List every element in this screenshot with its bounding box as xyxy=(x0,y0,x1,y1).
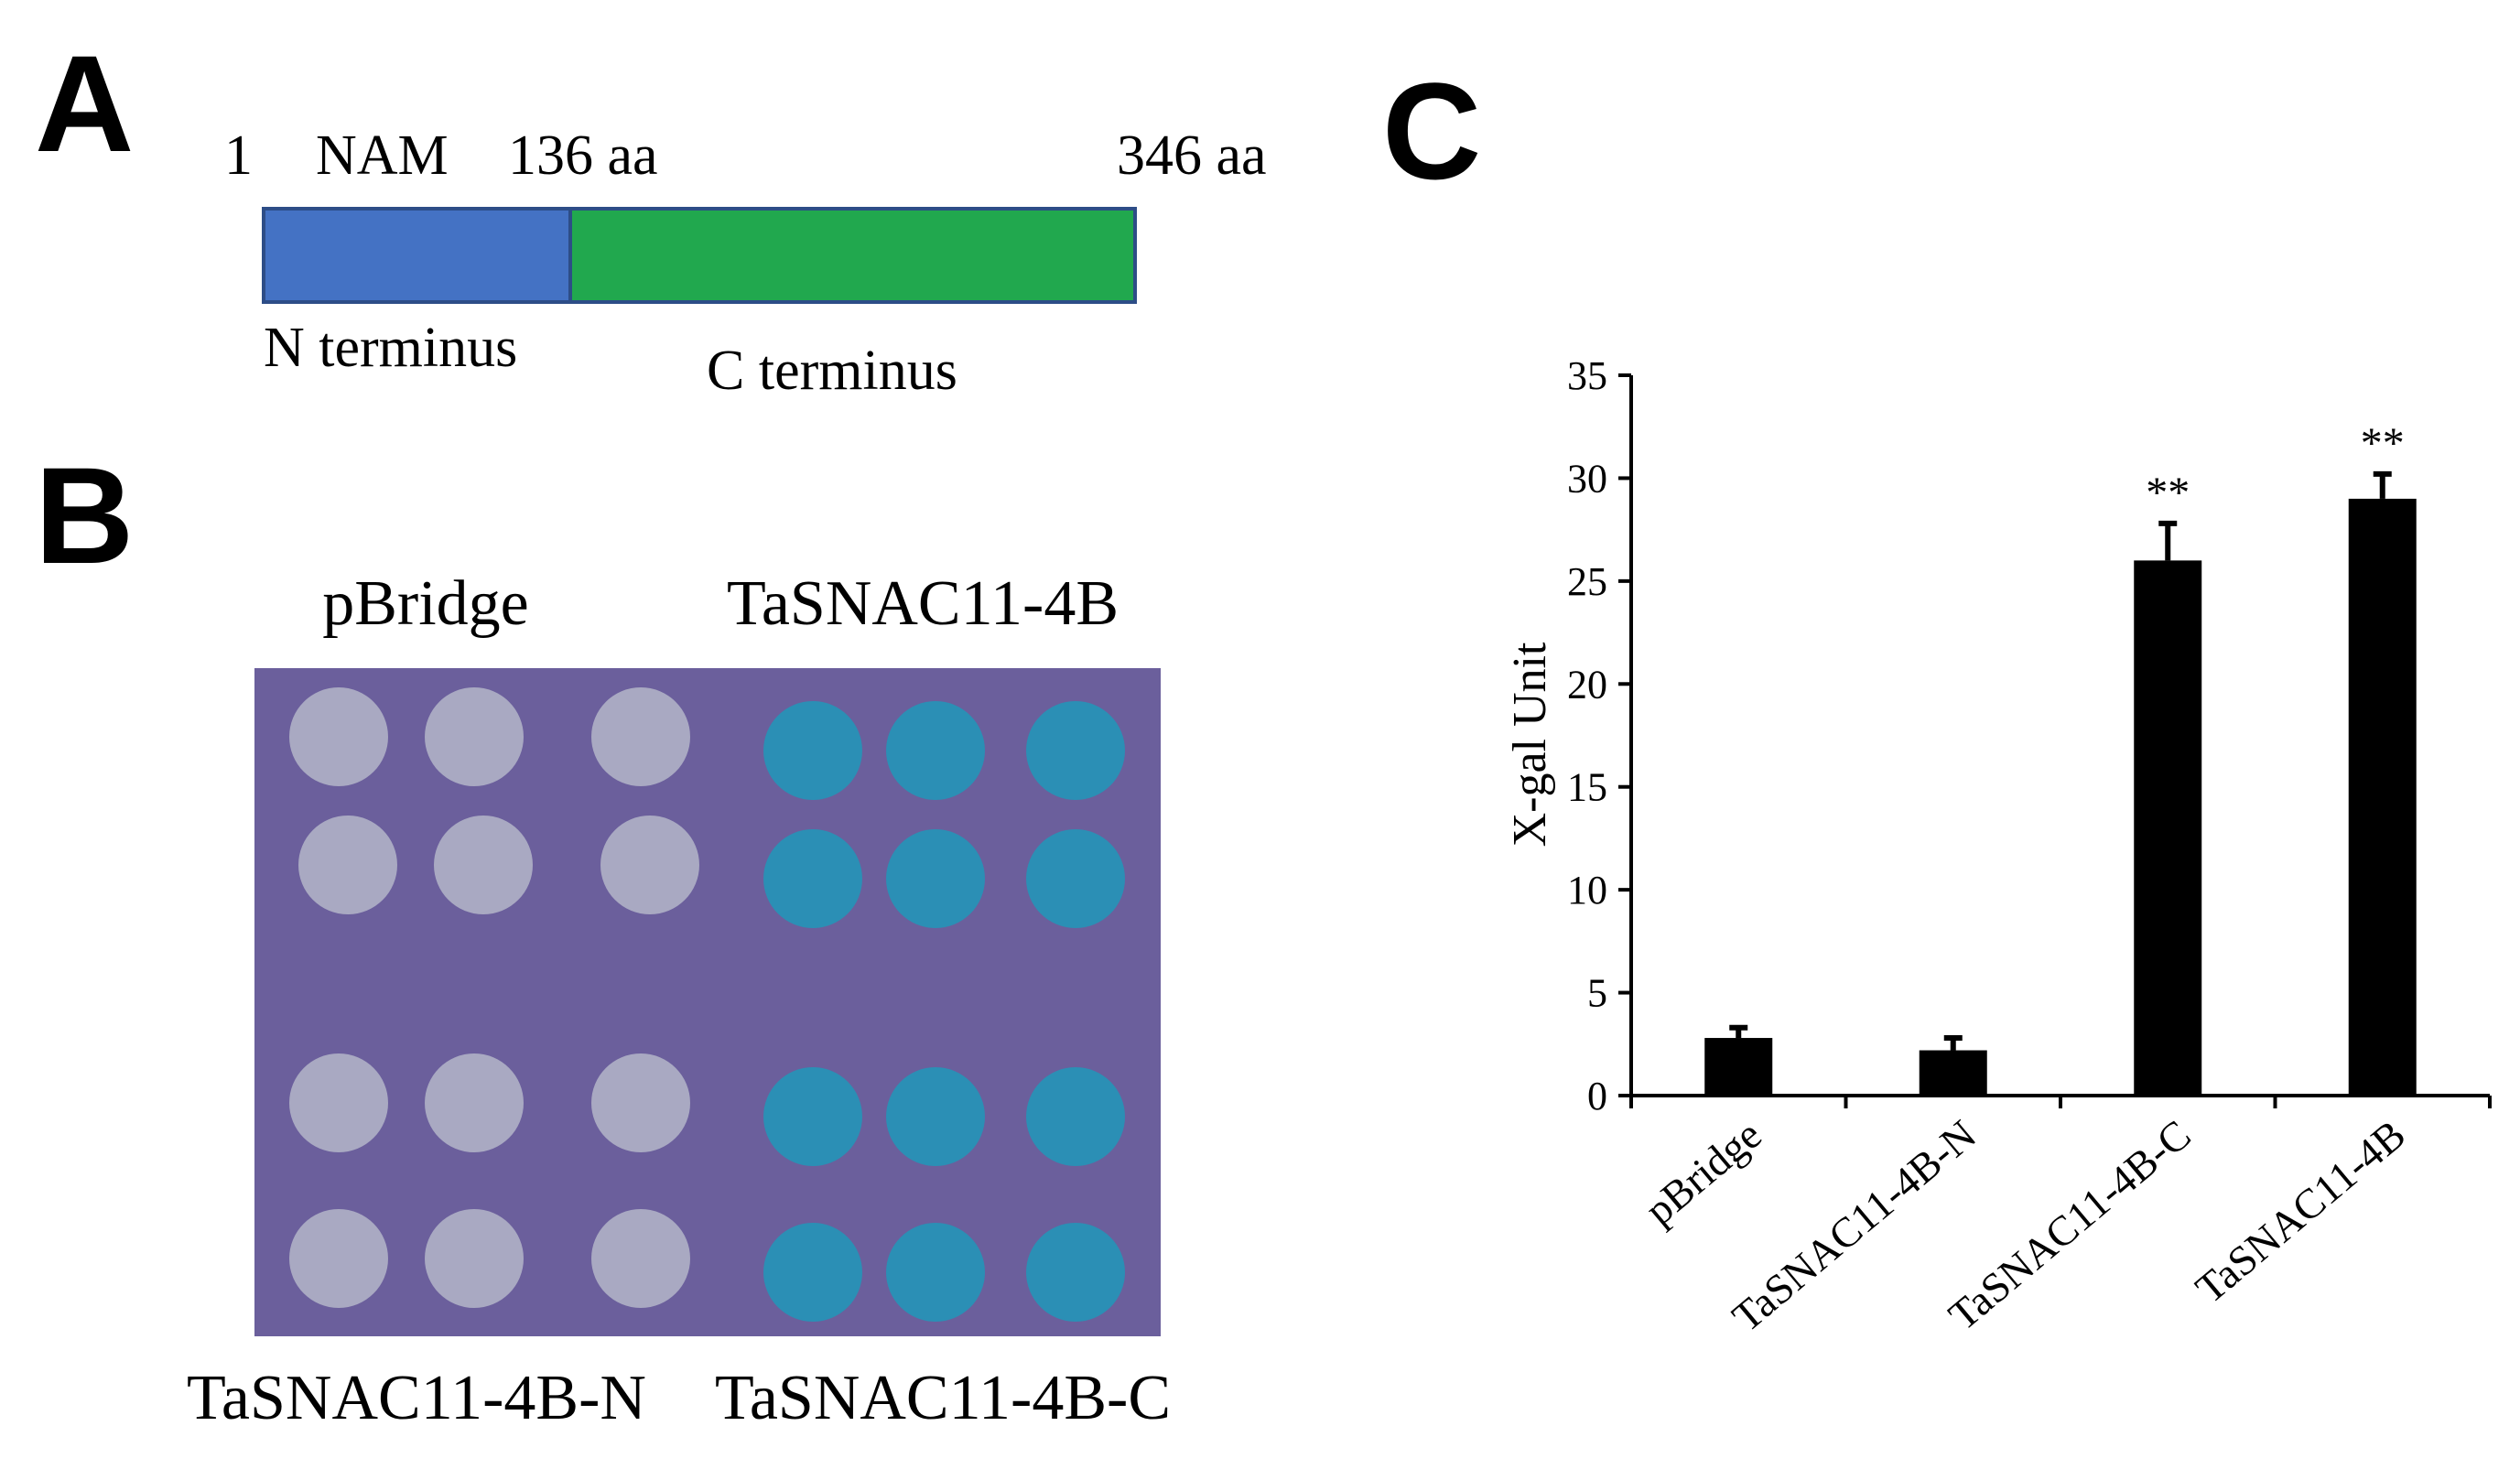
white-colony xyxy=(289,687,388,786)
blue-colony xyxy=(763,701,862,800)
panel-a: A 1 NAM 136 aa 346 aa N terminus C termi… xyxy=(35,27,1267,402)
y-axis-title: X-gal Unit xyxy=(1504,642,1556,847)
c-terminus-label: C terminus xyxy=(707,340,957,402)
y-tick-label: 0 xyxy=(1587,1074,1607,1118)
white-colony xyxy=(425,687,524,786)
y-tick-label: 20 xyxy=(1567,662,1607,707)
bar-tasnac11-4b-n xyxy=(1919,1050,1987,1096)
blue-colony xyxy=(886,829,985,928)
significance-marker: ** xyxy=(2146,469,2190,517)
plate-label-top-left: pBridge xyxy=(322,568,529,639)
blue-colony xyxy=(763,829,862,928)
white-colony xyxy=(591,687,690,786)
blue-colony xyxy=(1026,1223,1125,1322)
white-colony xyxy=(425,1209,524,1308)
n-terminus-bar xyxy=(262,207,572,304)
y-tick-label: 25 xyxy=(1567,559,1607,604)
plate-label-bottom-right: TaSNAC11-4B-C xyxy=(715,1363,1171,1433)
nam-domain-label: NAM xyxy=(316,124,449,187)
plate-label-top-right: TaSNAC11-4B xyxy=(727,568,1119,639)
white-colony xyxy=(600,816,699,914)
x-gal-bar-chart: 0 5 10 15 20 25 30 35 X-gal Unit pBridge TaSNAC11-… xyxy=(1504,353,2492,1341)
x-category-label: TaSNAC11-4B xyxy=(2187,1111,2414,1313)
agar-plate-photo xyxy=(254,668,1161,1336)
blue-colony xyxy=(1026,829,1125,928)
blue-colony xyxy=(1026,701,1125,800)
y-tick-label: 15 xyxy=(1567,765,1607,810)
white-colony xyxy=(591,1209,690,1308)
domain-start-label: 1 xyxy=(224,124,253,187)
bar-pbridge xyxy=(1704,1038,1773,1096)
blue-colony xyxy=(763,1223,862,1322)
y-tick-label: 10 xyxy=(1567,868,1607,913)
blue-colony xyxy=(886,1223,985,1322)
bar-tasnac11-4b xyxy=(2348,498,2417,1096)
blue-colony xyxy=(763,1067,862,1166)
panel-b: B pBridge TaSNAC11-4B TaSNAC11-4B-N TaSN… xyxy=(35,438,1171,1433)
significance-marker: ** xyxy=(2361,419,2405,468)
domain-split-label: 136 aa xyxy=(508,124,658,187)
c-terminus-bar xyxy=(568,207,1137,304)
panel-a-letter: A xyxy=(35,27,134,180)
blue-colony xyxy=(1026,1067,1125,1166)
panel-c-letter: C xyxy=(1382,54,1481,208)
plate-label-bottom-left: TaSNAC11-4B-N xyxy=(187,1363,646,1433)
y-tick-label: 30 xyxy=(1567,456,1607,501)
white-colony xyxy=(289,1209,388,1308)
n-terminus-label: N terminus xyxy=(264,317,517,379)
colony-grid xyxy=(289,687,1125,1322)
white-colony xyxy=(591,1053,690,1152)
y-tick-label: 35 xyxy=(1567,353,1607,398)
white-colony xyxy=(298,816,397,914)
blue-colony xyxy=(886,1067,985,1166)
x-category-label: pBridge xyxy=(1636,1111,1769,1234)
panel-c: C 0 5 10 15 20 25 30 35 X-gal Unit pBridge TaSNAC1… xyxy=(1382,54,2492,1341)
blue-colony xyxy=(886,701,985,800)
white-colony xyxy=(425,1053,524,1152)
white-colony xyxy=(434,816,533,914)
white-colony xyxy=(289,1053,388,1152)
y-tick-label: 5 xyxy=(1587,971,1607,1016)
panel-b-letter: B xyxy=(35,438,134,592)
domain-end-label: 346 aa xyxy=(1117,124,1267,187)
bar-tasnac11-4b-c xyxy=(2134,560,2202,1096)
